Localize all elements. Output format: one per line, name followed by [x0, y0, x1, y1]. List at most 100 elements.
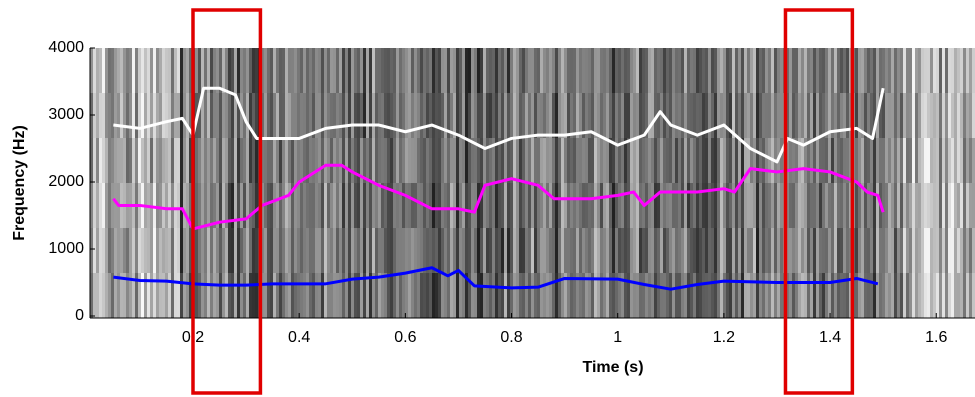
x-tick-label: 1.4 — [819, 329, 841, 346]
spectrogram-cell — [948, 93, 951, 139]
spectrogram-cell — [603, 138, 606, 184]
spectrogram-cell — [546, 228, 549, 274]
spectrogram-cell — [174, 228, 177, 274]
spectrogram-cell — [204, 228, 207, 274]
spectrogram-cell — [585, 273, 588, 319]
spectrogram-cell — [606, 228, 609, 274]
spectrogram-cell — [249, 228, 252, 274]
spectrogram-cell — [528, 48, 531, 94]
spectrogram-cell — [696, 183, 699, 229]
spectrogram-cell — [672, 93, 675, 139]
spectrogram-cell — [918, 228, 921, 274]
spectrogram-cell — [678, 273, 681, 319]
spectrogram-cell — [363, 228, 366, 274]
formant-line — [113, 266, 879, 291]
spectrogram-cell — [636, 48, 639, 94]
spectrogram-cell — [333, 183, 336, 229]
spectrogram-cell — [672, 228, 675, 274]
spectrogram-cell — [333, 138, 336, 184]
spectrogram-cell — [768, 273, 771, 319]
spectrogram-cell — [495, 48, 498, 94]
spectrogram-cell — [453, 183, 456, 229]
spectrogram-cell — [657, 48, 660, 94]
spectrogram-cell — [906, 273, 909, 319]
spectrogram-cell — [456, 273, 459, 319]
spectrogram-cell — [306, 48, 309, 94]
spectrogram-cell — [825, 228, 828, 274]
spectrogram-cell — [891, 228, 894, 274]
spectrogram-cell — [462, 48, 465, 94]
spectrogram-cell — [612, 93, 615, 139]
spectrogram-cell — [624, 48, 627, 94]
spectrogram-cell — [516, 228, 519, 274]
spectrogram-cell — [243, 138, 246, 184]
spectrogram-cell — [882, 138, 885, 184]
spectrogram-cell — [771, 93, 774, 139]
spectrogram-cell — [216, 183, 219, 229]
spectrogram-cell — [375, 228, 378, 274]
spectrogram-cell — [738, 48, 741, 94]
spectrogram-cell — [483, 93, 486, 139]
spectrogram-cell — [960, 228, 963, 274]
spectrogram-cell — [126, 93, 129, 139]
spectrogram-cell — [555, 228, 558, 274]
spectrogram-cell — [954, 93, 957, 139]
spectrogram-cell — [342, 228, 345, 274]
spectrogram-cell — [810, 183, 813, 229]
spectrogram-cell — [405, 93, 408, 139]
spectrogram-cell — [534, 93, 537, 139]
spectrogram-cell — [435, 48, 438, 94]
spectrogram-cell — [735, 228, 738, 274]
spectrogram-cell — [843, 48, 846, 94]
spectrogram-cell — [930, 138, 933, 184]
spectrogram-cell — [459, 273, 462, 319]
spectrogram-cell — [264, 93, 267, 139]
spectrogram-cell — [168, 138, 171, 184]
spectrogram-cell — [699, 183, 702, 229]
spectrogram-cell — [426, 273, 429, 319]
spectrogram-cell — [756, 93, 759, 139]
spectrogram-cell — [489, 138, 492, 184]
spectrogram-cell — [162, 183, 165, 229]
spectrogram-cell — [675, 228, 678, 274]
spectrogram-cell — [387, 138, 390, 184]
spectrogram-cell — [210, 93, 213, 139]
spectrogram-cell — [732, 48, 735, 94]
spectrogram-cell — [438, 48, 441, 94]
spectrogram-cell — [135, 273, 138, 319]
spectrogram-cell — [708, 228, 711, 274]
spectrogram-cell — [459, 138, 462, 184]
spectrogram-cell — [126, 138, 129, 184]
spectrogram-cell — [858, 228, 861, 274]
spectrogram-cell — [567, 183, 570, 229]
spectrogram-cell — [162, 48, 165, 94]
spectrogram-cell — [384, 273, 387, 319]
spectrogram-cell — [702, 183, 705, 229]
spectrogram-cell — [138, 93, 141, 139]
spectrogram-cell — [936, 93, 939, 139]
spectrogram-cell — [327, 228, 330, 274]
spectrogram-cell — [348, 183, 351, 229]
spectrogram-cell — [795, 48, 798, 94]
spectrogram-cell — [486, 138, 489, 184]
spectrogram-cell — [756, 273, 759, 319]
spectrogram-cell — [495, 183, 498, 229]
spectrogram-cell — [663, 228, 666, 274]
spectrogram-cell — [300, 93, 303, 139]
spectrogram-cell — [759, 228, 762, 274]
spectrogram-cell — [213, 138, 216, 184]
spectrogram-cell — [780, 183, 783, 229]
spectrogram-cell — [456, 48, 459, 94]
spectrogram-cell — [519, 183, 522, 229]
spectrogram-cell — [144, 93, 147, 139]
spectrogram-cell — [882, 273, 885, 319]
spectrogram-cell — [111, 273, 114, 319]
spectrogram-cell — [138, 138, 141, 184]
spectrogram-cell — [492, 183, 495, 229]
spectrogram-cell — [900, 228, 903, 274]
spectrogram-cell — [600, 273, 603, 319]
spectrogram-cell — [933, 183, 936, 229]
spectrogram-cell — [240, 273, 243, 319]
spectrogram-cell — [417, 48, 420, 94]
spectrogram-cell — [735, 138, 738, 184]
